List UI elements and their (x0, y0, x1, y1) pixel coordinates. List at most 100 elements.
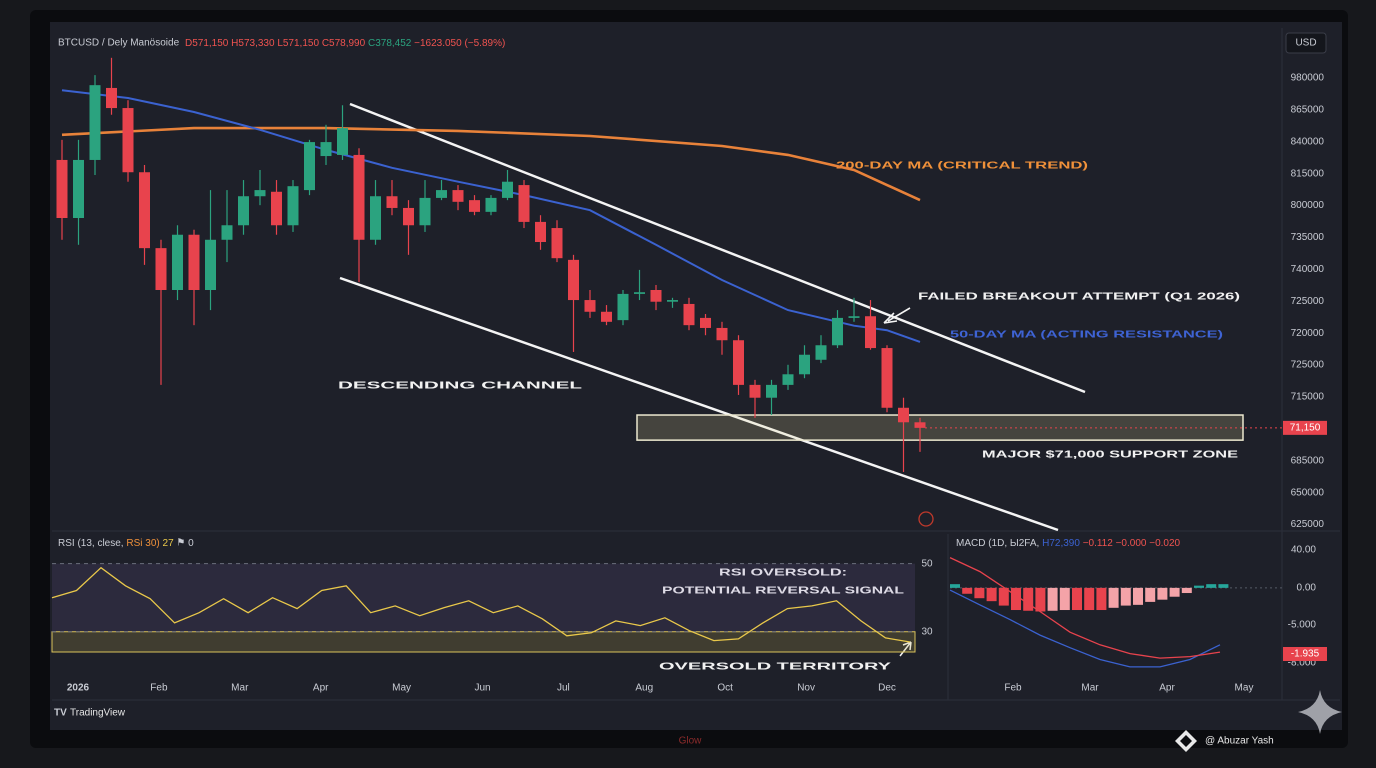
y-tick-label: 865000 (1291, 105, 1325, 116)
last-value-label: -1.935 (1291, 649, 1320, 660)
annotation: POTENTIAL REVERSAL SIGNAL (662, 586, 904, 597)
x-tick-label: May (1235, 683, 1254, 694)
y-tick-label: 725000 (1291, 360, 1325, 371)
y-tick-label: 625000 (1291, 519, 1325, 530)
x-tick-label: Feb (150, 683, 168, 694)
y-tick-label: 800000 (1291, 200, 1325, 211)
arrow (887, 307, 911, 322)
x-tick-label: Feb (1004, 683, 1022, 694)
candle-body (766, 384, 777, 398)
candle-body (436, 190, 447, 198)
candle-body (865, 316, 876, 349)
candle-body (584, 300, 596, 312)
x-tick-label: Apr (1159, 683, 1175, 694)
y-tick-label: 725000 (1291, 296, 1325, 307)
candle-body (337, 128, 348, 155)
ohlc-value: L571,150 (277, 38, 319, 49)
histogram-bar (962, 587, 973, 594)
candle-body (419, 197, 431, 226)
candle-body (881, 348, 893, 408)
histogram-bar (1133, 587, 1143, 605)
monitor-brand: Glow (679, 736, 703, 747)
sparkle-icon (1298, 690, 1342, 734)
y-tick-label: 740000 (1291, 264, 1325, 275)
candle-body (601, 311, 612, 322)
candle-body (73, 159, 84, 218)
currency[interactable]: USD (1295, 38, 1316, 49)
candle-body (188, 234, 200, 290)
candle-body (320, 142, 332, 157)
macd-title: MACD (1D, Ы2FA, (956, 538, 1039, 549)
moving-average (61, 126, 921, 202)
candle-body (832, 317, 843, 346)
candle-body (403, 207, 414, 226)
channel-lower (339, 276, 1059, 532)
ohlc-value: D571,150 (185, 38, 229, 49)
histogram-bar (1145, 587, 1156, 602)
macd-line (949, 589, 1221, 668)
histogram-bar (1059, 587, 1070, 611)
x-tick-label: Apr (313, 683, 329, 694)
annotation: MAJOR $71,000 SUPPORT ZONE (982, 450, 1239, 461)
rsi-value: 27 (163, 538, 175, 549)
x-tick-label: Jun (474, 683, 490, 694)
histogram-bar (1120, 587, 1131, 606)
candle-body (551, 228, 563, 259)
y-tick-label: 815000 (1291, 168, 1325, 179)
alert-icon[interactable] (918, 511, 934, 527)
ohlc-value: C378,452 (368, 38, 412, 49)
candle-body (221, 225, 233, 240)
annotation: DESCENDING CHANNEL (338, 381, 582, 392)
y-tick-label: 735000 (1291, 232, 1325, 243)
candle-body (617, 293, 629, 321)
candle-body (205, 239, 216, 290)
candle-body (650, 290, 662, 302)
y-tick-label: 715000 (1291, 392, 1325, 403)
candle-body (254, 190, 266, 197)
y-tick-label: 720000 (1291, 328, 1325, 339)
rsi-pane: RSI (13, clese, RSi 30) 27 ⚑ 0 RSI OVERS… (51, 538, 933, 673)
last-price-tag (1283, 420, 1327, 435)
watermark-icon (1175, 730, 1197, 752)
x-tick-label: May (392, 683, 411, 694)
rsi-line (51, 566, 911, 643)
histogram-bar (1011, 587, 1021, 611)
macd-value: −0.000 (1116, 538, 1147, 549)
candle-body (89, 85, 101, 160)
annotation: FAILED BREAKOUT ATTEMPT (Q1 2026) (918, 292, 1240, 303)
x-tick-label: Aug (635, 683, 653, 694)
candle-body (238, 196, 249, 226)
last-price-label: 71,150 (1290, 423, 1321, 434)
candle-body (172, 234, 183, 290)
histogram-bar (1169, 587, 1180, 597)
symbol-title: BTCUSD / Dely Manösoide (58, 38, 180, 49)
candle-body (815, 345, 827, 360)
candle-body (56, 159, 68, 218)
histogram-bar (974, 587, 985, 599)
annotation: OVERSOLD TERRITORY (659, 662, 892, 673)
rsi-header: RSI (13, clese, RSi 30) 27 ⚑ 0 (58, 538, 194, 549)
y-tick-label: 40.00 (1291, 545, 1316, 556)
chart-screen (50, 22, 1342, 730)
histogram-bar (1218, 584, 1229, 588)
candle-body (353, 154, 365, 240)
ohlc-value: C578,990 (322, 38, 366, 49)
candle-body (898, 407, 909, 423)
x-tick-label: Oct (717, 683, 733, 694)
candle-body (106, 87, 117, 109)
candle-body (716, 327, 728, 341)
watermark: @ Abuzar Yash (1205, 736, 1274, 747)
macd-value: −0.112 (1083, 538, 1114, 549)
candle-body (304, 142, 315, 191)
rsi-title: RSi 30) (126, 538, 159, 549)
histogram-bar (1035, 587, 1046, 612)
y-tick-label: 0.00 (1297, 583, 1317, 594)
candle-body (799, 354, 810, 375)
currency-button[interactable] (1285, 32, 1327, 54)
histogram-bar (1181, 587, 1192, 594)
candle-body (386, 196, 398, 208)
last-value-tag (1283, 647, 1327, 661)
candle-body (700, 317, 711, 328)
histogram-bar (950, 584, 960, 588)
